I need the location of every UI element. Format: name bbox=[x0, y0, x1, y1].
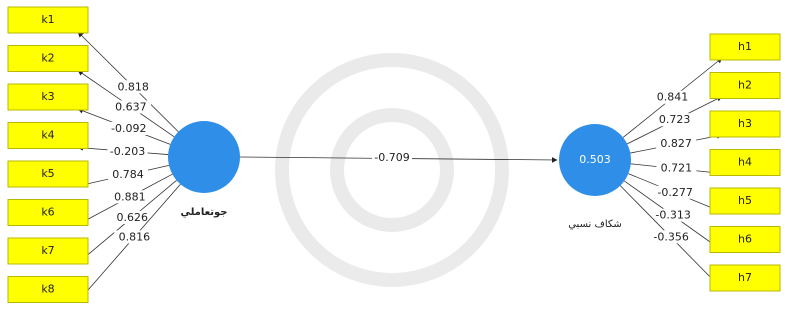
indicator-label: h2 bbox=[738, 79, 752, 92]
indicator-label: k3 bbox=[41, 90, 54, 103]
indicator-label: h6 bbox=[738, 233, 752, 246]
indicator-label: h3 bbox=[738, 117, 752, 130]
loading: 0.881 bbox=[114, 190, 146, 203]
loading: 0.827 bbox=[660, 137, 692, 150]
indicator-label: k4 bbox=[41, 129, 54, 142]
indicator-label: h7 bbox=[738, 271, 752, 284]
indicator-label: h5 bbox=[738, 194, 752, 207]
loading: 0.637 bbox=[115, 100, 147, 113]
loading: 0.723 bbox=[659, 113, 691, 126]
indicator-label: k2 bbox=[41, 52, 54, 65]
indicator-label: k8 bbox=[41, 283, 54, 296]
loading: 0.816 bbox=[119, 230, 151, 243]
loading: -0.356 bbox=[653, 230, 688, 243]
loading: -0.313 bbox=[655, 209, 690, 222]
path-coefficient: -0.709 bbox=[374, 151, 409, 164]
indicator-label: h1 bbox=[738, 40, 752, 53]
loading: -0.092 bbox=[111, 122, 146, 135]
loading: 0.818 bbox=[117, 80, 149, 93]
indicator-label: k7 bbox=[41, 244, 54, 257]
loading: -0.277 bbox=[657, 186, 692, 199]
loading: 0.721 bbox=[661, 162, 693, 175]
loading: 0.784 bbox=[112, 168, 144, 181]
construct-label: شكاف نسبي bbox=[568, 219, 622, 230]
loading: 0.626 bbox=[116, 211, 148, 224]
loading: -0.203 bbox=[110, 145, 145, 158]
r-squared: 0.503 bbox=[579, 153, 611, 166]
indicator-label: k5 bbox=[41, 167, 54, 180]
construct bbox=[168, 121, 240, 193]
watermark bbox=[282, 60, 502, 280]
indicator-label: h4 bbox=[738, 156, 752, 169]
path-model: -0.709 جوتعاملي 0.503 شكاف نسبي k1 0.818 k… bbox=[0, 0, 785, 310]
indicator-label: k1 bbox=[41, 13, 54, 26]
construct-label: جوتعاملي bbox=[180, 207, 227, 218]
indicator-label: k6 bbox=[41, 206, 54, 219]
loading: 0.841 bbox=[657, 91, 689, 104]
